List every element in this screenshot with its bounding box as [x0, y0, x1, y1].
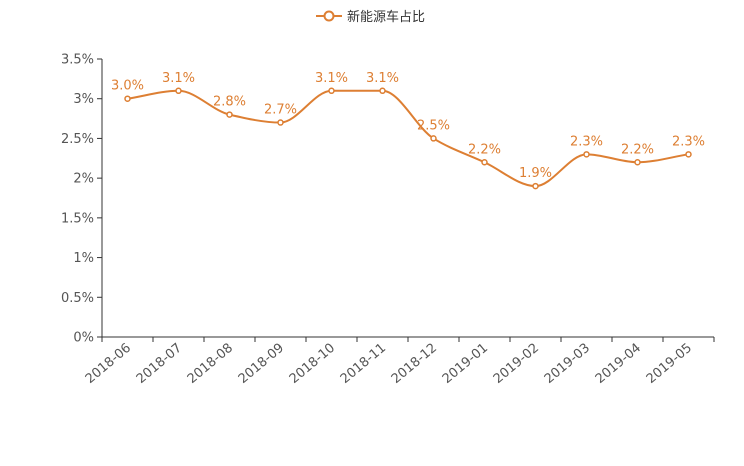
data-point	[583, 151, 590, 158]
data-point	[379, 87, 386, 95]
data-label: 3.1%	[162, 71, 195, 86]
x-tick-label: 2018-12	[389, 341, 440, 387]
legend-label: 新能源车占比	[347, 9, 425, 25]
data-label: 2.5%	[417, 118, 450, 133]
y-tick-label: 3.5%	[61, 53, 94, 68]
data-point	[175, 87, 182, 95]
data-label: 2.2%	[468, 142, 501, 157]
data-point	[226, 111, 233, 118]
data-points	[124, 87, 692, 190]
data-point	[328, 87, 335, 95]
data-labels: 3.0% 3.1% 2.8% 2.7% 3.1% 3.1% 2.5% 2.2% 1.9% 2.3%…	[111, 71, 705, 181]
x-tick-label: 2019-03	[542, 341, 593, 387]
x-tick-label: 2018-08	[185, 341, 236, 387]
y-ticks: 0% 0.5% 1% 1.5% 2% 2.5% 3% 3.5%	[61, 53, 102, 346]
y-tick-label: 0%	[73, 331, 94, 346]
y-tick-label: 2%	[73, 172, 94, 187]
x-tick-label: 2018-06	[83, 341, 134, 387]
y-tick-label: 0.5%	[61, 291, 94, 306]
x-tick-label: 2019-02	[491, 341, 542, 387]
x-tick-label: 2018-09	[236, 341, 287, 387]
data-point	[634, 159, 641, 166]
data-point	[685, 151, 692, 158]
data-point	[277, 119, 284, 126]
x-tick-label: 2019-04	[593, 341, 644, 387]
data-point	[430, 135, 437, 142]
legend[interactable]: 新能源车占比	[316, 9, 425, 25]
y-tick-label: 1%	[73, 251, 94, 266]
x-ticks: 2018-06 2018-07 2018-08 2018-09 2018-10 2018-…	[83, 337, 715, 387]
data-label: 2.3%	[672, 134, 705, 149]
data-label: 3.0%	[111, 79, 144, 94]
x-tick-label: 2018-11	[338, 341, 389, 387]
x-tick-label: 2018-10	[287, 341, 338, 387]
data-label: 3.1%	[315, 71, 348, 86]
data-label: 2.8%	[213, 95, 246, 110]
data-label: 2.3%	[570, 134, 603, 149]
data-point	[481, 159, 488, 166]
data-label: 3.1%	[366, 71, 399, 86]
x-tick-label: 2018-07	[134, 341, 185, 387]
x-tick-label: 2019-01	[440, 341, 491, 387]
data-point	[532, 182, 539, 190]
y-tick-label: 2.5%	[61, 132, 94, 147]
data-label: 1.9%	[519, 166, 552, 181]
series-line	[127, 89, 689, 188]
data-label: 2.2%	[621, 142, 654, 157]
y-tick-label: 3%	[73, 92, 94, 107]
axes	[101, 59, 714, 338]
data-label: 2.7%	[264, 103, 297, 118]
x-tick-label: 2019-05	[644, 341, 695, 387]
legend-marker-icon	[323, 10, 335, 22]
data-point	[124, 95, 131, 102]
y-tick-label: 1.5%	[61, 211, 94, 226]
